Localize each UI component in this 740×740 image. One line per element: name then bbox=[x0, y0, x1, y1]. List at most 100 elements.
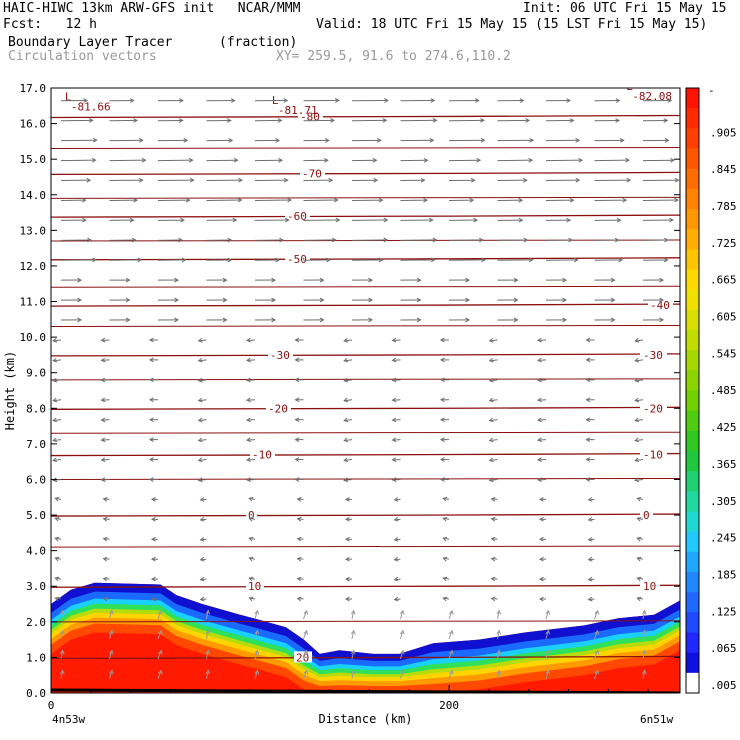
colorbar-swatch bbox=[686, 108, 699, 129]
colorbar-label: .245 bbox=[710, 532, 737, 545]
vector-arrowhead bbox=[669, 217, 674, 223]
vector-arrowhead bbox=[197, 397, 203, 403]
vector-arrowhead bbox=[174, 277, 180, 283]
vector-arrowhead bbox=[439, 357, 445, 363]
vector-arrowhead bbox=[133, 118, 139, 123]
vector-arrowhead bbox=[278, 157, 284, 163]
vector-arrowhead bbox=[476, 157, 482, 163]
colorbar-swatch bbox=[686, 370, 699, 391]
vector-arrowhead bbox=[442, 517, 448, 522]
vector-arrowhead bbox=[230, 98, 236, 103]
vector-arrowhead bbox=[545, 609, 551, 615]
vector-arrowhead bbox=[610, 277, 616, 283]
vector-arrowhead bbox=[478, 237, 484, 243]
vector-arrowhead bbox=[536, 357, 542, 363]
circulation-vector bbox=[642, 630, 646, 640]
circulation-vector bbox=[254, 670, 258, 679]
vector-arrowhead bbox=[626, 177, 632, 183]
isotherm-line bbox=[51, 196, 680, 199]
vector-arrowhead bbox=[488, 337, 494, 343]
isotherm-label-bg bbox=[250, 448, 275, 460]
vector-arrowhead bbox=[125, 297, 131, 303]
isotherm-label-bg bbox=[246, 509, 257, 521]
vector-arrowhead bbox=[77, 297, 83, 303]
vector-arrowhead bbox=[473, 217, 479, 223]
vector-arrowhead bbox=[199, 596, 205, 602]
vector-arrowhead bbox=[420, 177, 426, 183]
vector-arrowhead bbox=[439, 337, 445, 343]
vector-arrowhead bbox=[54, 576, 60, 582]
vector-arrowhead bbox=[150, 556, 156, 562]
vector-arrowhead bbox=[271, 297, 277, 303]
y-tick-label: 14.0 bbox=[20, 189, 47, 202]
vector-arrowhead bbox=[513, 317, 519, 323]
vector-arrowhead bbox=[150, 596, 156, 602]
vector-arrowhead bbox=[54, 556, 60, 562]
circulation-vector bbox=[254, 650, 258, 659]
circulation-vector bbox=[109, 610, 113, 620]
isotherm-line bbox=[51, 171, 680, 176]
right-endpoint-label: 6n51w bbox=[640, 713, 673, 726]
vector-arrowhead bbox=[148, 357, 154, 363]
vector-arrowhead bbox=[150, 576, 156, 582]
colorbar-label: .605 bbox=[710, 311, 737, 324]
vector-arrowhead bbox=[496, 609, 502, 615]
colorbar-swatch bbox=[686, 249, 699, 270]
vector-arrowhead bbox=[641, 629, 647, 635]
vector-arrowhead bbox=[333, 197, 339, 203]
circulation-vector bbox=[254, 630, 258, 640]
isotherm-label-bg bbox=[268, 348, 293, 360]
vector-arrowhead bbox=[92, 257, 98, 263]
vector-arrowhead bbox=[100, 477, 106, 482]
vector-arrowhead bbox=[125, 277, 131, 283]
vector-arrowhead bbox=[619, 138, 625, 143]
colorbar-swatch bbox=[686, 531, 699, 553]
vector-arrowhead bbox=[199, 556, 205, 562]
vector-arrowhead bbox=[430, 98, 436, 103]
vector-arrowhead bbox=[77, 317, 83, 323]
colorbar-swatch bbox=[686, 148, 699, 170]
circulation-vector bbox=[351, 670, 355, 679]
vector-arrowhead bbox=[384, 98, 389, 103]
vector-arrowhead bbox=[344, 536, 350, 542]
vector-arrowhead bbox=[52, 357, 58, 363]
vector-arrowhead bbox=[536, 457, 542, 463]
vector-arrowhead bbox=[587, 497, 593, 502]
colorbar-swatch bbox=[686, 632, 699, 654]
vector-arrowhead bbox=[52, 437, 58, 443]
vector-arrowhead bbox=[585, 417, 591, 423]
vector-arrowhead bbox=[636, 497, 642, 502]
vector-arrowhead bbox=[569, 197, 575, 203]
vector-arrowhead bbox=[254, 669, 260, 675]
vector-arrowhead bbox=[296, 556, 302, 562]
vector-arrowhead bbox=[442, 497, 448, 502]
y-tick-label: 2.0 bbox=[26, 616, 46, 629]
isotherm-label-bg bbox=[640, 348, 667, 360]
vector-arrowhead bbox=[319, 297, 325, 303]
circulation-vector bbox=[635, 399, 644, 402]
isotherm-line bbox=[51, 655, 680, 660]
vector-arrowhead bbox=[137, 257, 143, 263]
x-tick-label: 0 bbox=[48, 699, 55, 712]
isotherm-label-bg bbox=[298, 110, 323, 122]
vector-arrowhead bbox=[271, 317, 277, 323]
vector-arrowhead bbox=[528, 257, 534, 263]
vector-arrowhead bbox=[343, 377, 349, 383]
colorbar-swatch bbox=[686, 612, 699, 633]
vector-arrowhead bbox=[199, 537, 205, 542]
vector-arrowhead bbox=[594, 609, 600, 615]
vector-arrowhead bbox=[59, 609, 65, 615]
vector-arrowhead bbox=[416, 317, 422, 323]
vector-arrowhead bbox=[237, 197, 243, 203]
vector-arrowhead bbox=[391, 377, 397, 383]
circulation-vector bbox=[489, 339, 498, 342]
vector-arrowhead bbox=[393, 537, 399, 542]
vector-arrowhead bbox=[54, 596, 60, 602]
vector-arrowhead bbox=[344, 556, 350, 562]
colorbar-swatch bbox=[686, 128, 699, 149]
circulation-vector bbox=[642, 670, 646, 679]
vector-arrowhead bbox=[330, 118, 336, 123]
vector-arrowhead bbox=[319, 317, 325, 323]
vector-arrowhead bbox=[393, 556, 399, 562]
circulation-vector bbox=[109, 670, 113, 679]
